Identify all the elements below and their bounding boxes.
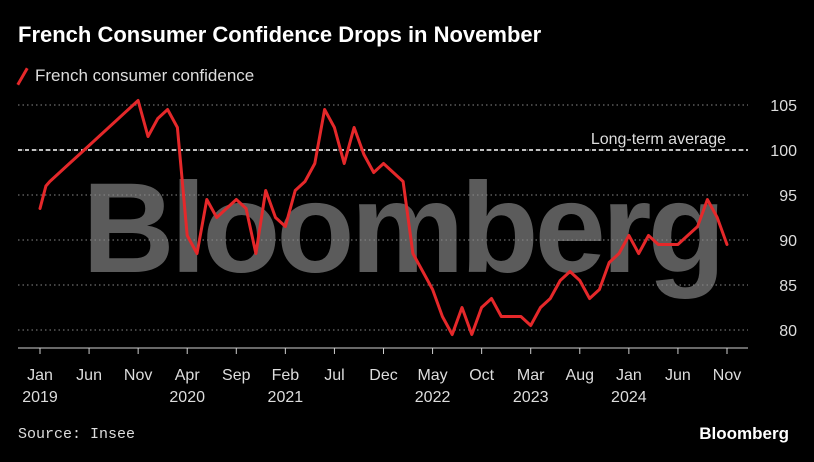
x-tick-label: Feb	[272, 367, 300, 384]
y-tick-label: 105	[770, 98, 797, 115]
x-tick-label: Sep	[222, 367, 251, 384]
x-tick-label: Jun	[76, 367, 102, 384]
x-tick-year-label: 2021	[268, 389, 304, 406]
x-tick-label: Oct	[469, 367, 494, 384]
x-tick-label: Jul	[324, 367, 344, 384]
x-tick-year-label: 2024	[611, 389, 647, 406]
watermark-logo: Bloomberg	[82, 157, 722, 300]
x-tick-label: Jun	[665, 367, 691, 384]
legend-label: French consumer confidence	[35, 66, 255, 85]
x-tick-label: Jan	[27, 367, 53, 384]
x-tick-label: Jan	[616, 367, 642, 384]
x-tick-year-label: 2023	[513, 389, 549, 406]
x-tick-label: Mar	[517, 367, 545, 384]
x-tick-label: Apr	[175, 367, 201, 384]
y-tick-label: 90	[779, 233, 797, 250]
x-tick-year-label: 2019	[22, 389, 58, 406]
x-tick-label: Nov	[713, 367, 741, 384]
x-tick-label: May	[417, 367, 447, 384]
x-tick-label: Nov	[124, 367, 152, 384]
bloomberg-logo: Bloomberg	[699, 424, 789, 443]
x-tick-year-label: 2020	[169, 389, 205, 406]
x-tick-label: Aug	[566, 367, 594, 384]
x-tick-label: Dec	[369, 367, 397, 384]
y-tick-label: 95	[779, 188, 797, 205]
chart-title: French Consumer Confidence Drops in Nove…	[18, 22, 542, 47]
legend: French consumer confidence	[18, 66, 254, 86]
long-term-average-label: Long-term average	[591, 131, 726, 148]
y-tick-label: 85	[779, 278, 797, 295]
y-tick-label: 100	[770, 143, 797, 160]
x-tick-year-label: 2022	[415, 389, 451, 406]
y-tick-label: 80	[779, 323, 797, 340]
series-line-0	[38, 99, 729, 336]
source-note: Source: Insee	[18, 426, 136, 443]
